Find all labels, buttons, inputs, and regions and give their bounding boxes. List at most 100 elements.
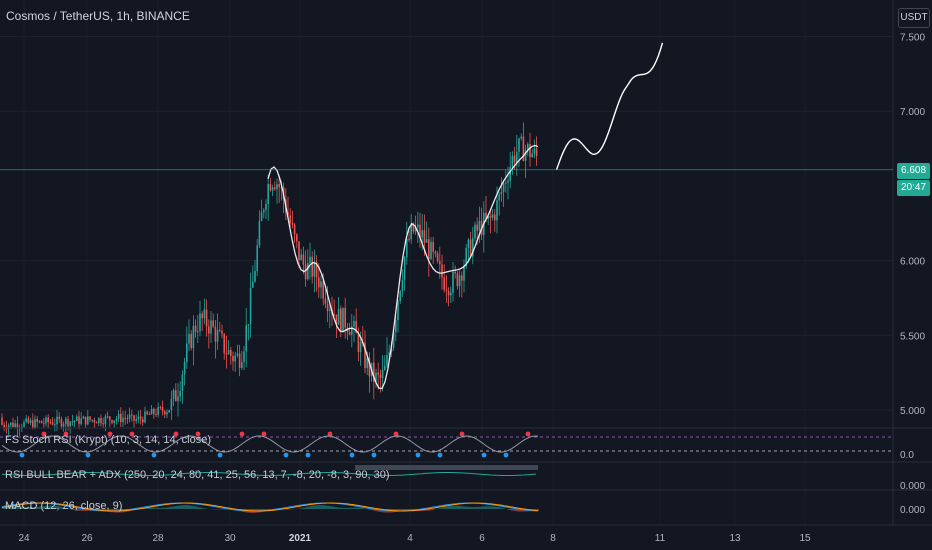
candle-body [450,292,452,296]
candle-body [194,325,197,332]
candle-body [10,422,12,426]
currency-button[interactable]: USDT [898,8,930,28]
candle-body [276,184,278,190]
candle-body [274,187,276,190]
macd-label[interactable]: MACD (12, 26, close, 9) [5,500,123,512]
candle-body [38,421,41,423]
candle-body [296,234,298,242]
candle-body [16,423,19,429]
candle-body [12,422,14,427]
candle-body [232,355,234,362]
candle-body [302,254,305,265]
indicator-panes: 0.0 0.000 0.000 [0,427,932,516]
price-tick-label: 5.000 [900,406,925,417]
candle-body [304,264,307,280]
candle-body [155,413,157,415]
candle-body [313,261,316,277]
candle-body [115,418,118,421]
candle-body [122,417,124,422]
candle-body [80,418,82,425]
candle-body [150,408,153,415]
chart-title: Cosmos / TetherUS, 1h, BINANCE [6,9,190,23]
candle-body [256,245,258,271]
stoch-rsi-label[interactable]: FS Stoch RSI (Krypt) (10, 3, 14, 14, clo… [5,434,212,446]
time-tick-label: 15 [799,533,811,544]
candle-body [27,418,30,423]
candle-body [447,290,450,296]
candle-body [403,257,406,280]
candle-body [223,333,225,354]
candle-body [518,138,520,152]
price-tick-label: 6.000 [900,257,925,268]
candle-body [54,424,56,426]
candle-body [106,416,109,418]
candle-body [177,396,179,402]
candle-body [454,271,456,274]
rsi-adx-axis-label: 0.000 [900,481,925,492]
candle-body [269,184,272,191]
candle-body [3,424,5,428]
candle-body [326,303,329,311]
candle-body [265,203,267,211]
rsi-adx-label[interactable]: RSI BULL BEAR + ADX (250, 20, 24, 80, 41… [5,469,390,481]
candle-body [210,320,212,334]
candle-body [181,374,184,391]
candle-body [199,313,201,332]
stoch-oversold-dot [305,452,311,458]
candle-body [219,329,221,331]
candle-body [100,417,102,424]
candle-body [241,362,243,368]
candle-body [364,342,366,369]
candle-body [25,418,27,422]
time-tick-label: 30 [224,533,236,544]
candle-body [278,184,280,188]
stoch-overbought-dot [459,431,465,437]
stoch-oversold-dot [481,452,487,458]
stoch-oversold-dot [85,452,91,458]
candle-body [287,212,289,216]
candle-body [300,254,302,261]
candle-body [203,309,206,319]
candle-body [179,390,181,397]
last-price-tag: 6.608 [897,163,930,179]
candle-body [166,412,168,415]
candle-body [214,326,217,342]
candle-body [91,419,93,421]
candle-body [421,230,423,238]
stoch-overbought-dot [107,431,113,437]
candle-body [87,416,89,425]
candle-body [469,239,472,257]
candle-body [439,261,441,265]
macd-line [1,502,538,512]
candle-body [340,308,342,332]
candle-body [494,214,496,221]
candle-body [333,314,335,316]
candle-body [34,418,36,428]
candle-body [192,325,195,349]
candle-body [432,241,434,252]
trend-line-group [267,144,539,390]
time-tick-label: 13 [729,533,741,544]
candle-body [137,416,140,420]
candle-body [36,418,38,422]
stoch-overbought-dot [525,431,531,437]
candle-body [533,148,536,154]
candle-body [377,372,379,375]
stoch-overbought-dot [129,431,135,437]
candle-body [392,332,395,349]
stoch-overbought-dot [261,431,267,437]
candle-body [254,270,256,282]
candle-body [234,355,236,362]
candle-body [172,390,175,399]
candle-body [359,342,362,353]
candle-body [153,408,155,414]
candle-body [183,362,186,375]
candle-body [428,239,430,260]
candle-body [467,239,470,248]
candle-body [236,353,239,356]
candle-body [102,423,104,425]
candle-body [65,418,67,425]
candle-body [293,224,296,235]
